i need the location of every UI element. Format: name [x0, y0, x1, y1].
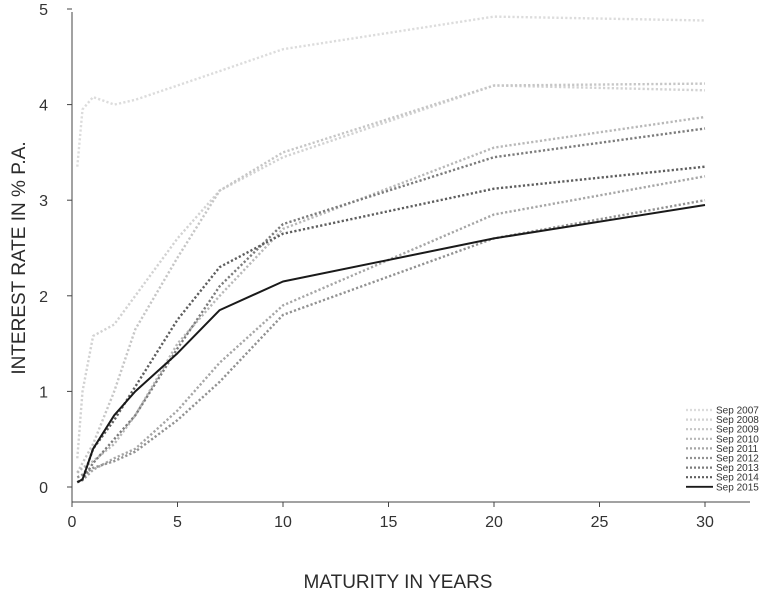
y-tick-label: 1: [39, 384, 48, 401]
y-tick-label: 0: [39, 480, 48, 497]
axes: [71, 12, 750, 503]
y-tick-label: 3: [39, 193, 48, 210]
x-tick-label: 15: [380, 514, 398, 531]
legend-label: Sep 2012: [716, 454, 759, 465]
x-tick-label: 30: [696, 514, 714, 531]
legend-label: Sep 2011: [716, 444, 759, 455]
x-tick-label: 5: [173, 514, 182, 531]
y-tick-label: 5: [39, 2, 48, 19]
y-tick-label: 2: [39, 289, 48, 306]
series-line-sep-2007: [76, 15, 706, 167]
series-layer: [76, 15, 706, 484]
series-line-sep-2013: [76, 127, 706, 484]
x-axis-title: MATURITY IN YEARS: [304, 572, 493, 593]
series-line-sep-2010: [76, 115, 706, 474]
legend-label: Sep 2008: [716, 415, 759, 426]
x-tick-label: 10: [274, 514, 292, 531]
legend-label: Sep 2007: [716, 406, 759, 417]
series-line-sep-2012: [76, 199, 706, 479]
legend-label: Sep 2015: [716, 482, 759, 493]
x-tick-label: 20: [485, 514, 503, 531]
x-tick-label: 0: [68, 514, 77, 531]
y-axis-title: INTEREST RATE IN % P.A.: [9, 141, 30, 374]
series-line-sep-2008: [76, 84, 706, 459]
series-line-sep-2014: [76, 165, 706, 484]
tick-marks: 0 5 10 15 20 25 30 0 1 2 3 4 5: [39, 2, 714, 531]
legend-label: Sep 2009: [716, 425, 759, 436]
y-tick-label: 4: [39, 98, 48, 115]
x-tick-label: 25: [591, 514, 609, 531]
legend-label: Sep 2014: [716, 473, 759, 484]
series-line-sep-2015: [76, 204, 706, 484]
series-line-sep-2009: [76, 82, 706, 474]
legend-label: Sep 2013: [716, 463, 759, 474]
legend-label: Sep 2010: [716, 434, 759, 445]
